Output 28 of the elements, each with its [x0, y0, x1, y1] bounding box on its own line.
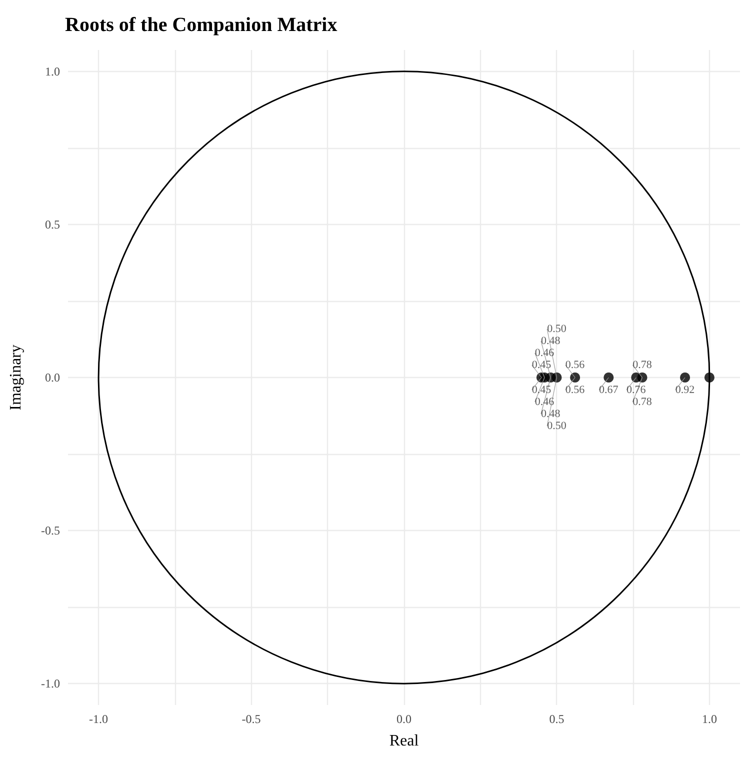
annotation: 0.45 — [532, 359, 552, 371]
y-axis-title: Imaginary — [8, 344, 24, 410]
x-tick-label: -0.5 — [242, 712, 261, 726]
annotation: 0.67 — [599, 384, 619, 396]
y-tick-label: 0.0 — [45, 370, 60, 384]
annotation: 0.50 — [547, 323, 567, 335]
annotation: 0.45 — [532, 384, 552, 396]
annotation: 0.78 — [632, 359, 652, 371]
y-tick-label: -0.5 — [41, 524, 60, 538]
x-tick-label: -1.0 — [89, 712, 108, 726]
annotation: 0.46 — [534, 347, 555, 359]
y-tick-label: 0.5 — [45, 217, 60, 232]
annotation: 0.48 — [540, 408, 561, 420]
annotation: 0.50 — [547, 420, 567, 432]
x-tick-label: 1.0 — [702, 712, 717, 726]
y-tick-label: -1.0 — [41, 676, 60, 691]
annotation: 0.92 — [675, 384, 695, 396]
x-tick-label: 0.5 — [549, 712, 564, 726]
y-tick-label: 1.0 — [45, 64, 60, 78]
chart-title: Roots of the Companion Matrix — [65, 14, 338, 36]
annotation: 0.76 — [626, 384, 646, 396]
annotation: 0.46 — [534, 396, 555, 408]
annotation: 0.56 — [565, 359, 586, 371]
annotation: 0.78 — [632, 396, 652, 408]
x-axis-title: Real — [389, 732, 420, 750]
annotation: 0.48 — [540, 335, 561, 347]
x-tick-label: 0.0 — [396, 712, 412, 726]
annotation: 0.56 — [565, 384, 586, 396]
